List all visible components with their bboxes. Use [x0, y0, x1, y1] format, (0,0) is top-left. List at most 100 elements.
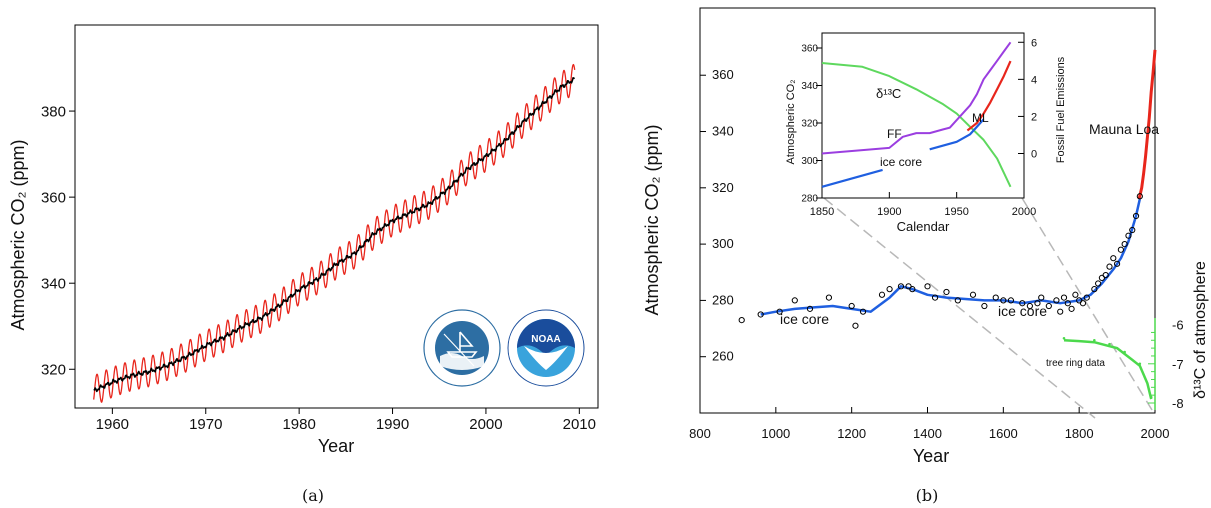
inset-mauna-loa-line [966, 60, 1012, 132]
a-xtick-label-0: 1960 [96, 416, 129, 433]
a-xtick-label-1: 1970 [189, 416, 222, 433]
ice-core-point [1079, 300, 1087, 307]
ice-core-point [806, 305, 814, 312]
inset-annotation-d13c: δ¹³C [876, 86, 901, 101]
tree-ring-point [1123, 350, 1126, 354]
panel-b-xticks: 800 1000 1200 1400 1600 1800 2000 [689, 407, 1169, 441]
i-ytick-label-1: 300 [801, 156, 818, 167]
ice-core-point [852, 322, 859, 329]
b-ytick-label-5: 360 [712, 67, 734, 82]
inset-fossil-fuel-line [821, 41, 1012, 155]
panel-a-series-layer [93, 63, 576, 403]
i-xtick-label-0: 1850 [810, 206, 834, 218]
ice-core-point [1117, 246, 1124, 253]
inset-frame [821, 32, 1025, 199]
ice-core-point [1068, 305, 1075, 312]
ice-core-point [825, 294, 833, 301]
zoom-guide-left [823, 197, 1096, 419]
annotation-ice-core-right: ice core [998, 303, 1047, 319]
inset-xlabel: Calendar [897, 219, 950, 234]
b-xtick-label-2: 1200 [837, 426, 866, 441]
ice-core-point [969, 291, 977, 298]
ice-core-point [897, 283, 905, 290]
b-xtick-label-6: 2000 [1141, 426, 1170, 441]
ice-core-point [1060, 294, 1068, 301]
panel-b-xlabel: Year [913, 446, 949, 466]
ice-core-point [1110, 255, 1117, 262]
inset-chart: 1850 1900 1950 2000 280 300 320 340 360 0 2 4 6 Ca… [785, 32, 1067, 234]
ice-core-point [1000, 297, 1007, 304]
a-ytick-label-0: 320 [41, 362, 66, 379]
panel-b-caption: (b) [916, 486, 939, 505]
trend-co2-line [93, 77, 575, 393]
panel-a: 1960 1970 1980 1990 2000 2010 320 340 360 380 Ye… [8, 24, 599, 505]
a-xtick-label-4: 2000 [469, 416, 502, 433]
tree-ring-point [1093, 338, 1096, 342]
annotation-tree-ring: tree ring data [1046, 358, 1105, 369]
ice-core-point [1053, 297, 1060, 304]
b-ytick-label-3: 320 [712, 180, 734, 195]
tree-ring-point [1138, 362, 1142, 366]
annotation-mauna-loa: Mauna Loa [1089, 121, 1159, 137]
a-ytick-label-3: 380 [41, 103, 66, 120]
ice-core-point [848, 302, 855, 310]
b-ytick-label-2: 300 [712, 236, 734, 251]
ice-core-point [981, 302, 988, 310]
b-y2tick-label-1: -7 [1172, 357, 1184, 372]
scripps-logo-icon [423, 309, 501, 387]
b-ytick-label-1: 280 [712, 292, 734, 307]
ice-core-point [1083, 294, 1090, 301]
ice-core-point [1136, 193, 1143, 200]
b-xtick-label-4: 1600 [989, 426, 1018, 441]
zoom-guide-right [1021, 197, 1153, 411]
tree-ring-d13c-line [1063, 339, 1153, 400]
b-xtick-label-3: 1400 [913, 426, 942, 441]
b-ytick-label-4: 340 [712, 124, 734, 139]
panel-b-yticks: 260 280 300 320 340 360 [700, 67, 734, 364]
ice-core-point [924, 283, 931, 290]
ice-core-point [1095, 280, 1102, 287]
ice-core-point [1057, 308, 1064, 315]
panel-a-xlabel: Year [318, 436, 354, 456]
a-ytick-label-1: 340 [41, 275, 66, 292]
panel-a-caption: (a) [302, 486, 324, 505]
panel-b: 800 1000 1200 1400 1600 1800 2000 260280300320… [642, 7, 1209, 505]
b-xtick-label-0: 800 [689, 426, 711, 441]
inset-ice-core-line [821, 168, 883, 188]
i-xtick-label-2: 1950 [944, 206, 968, 218]
ice-core-point [1102, 271, 1109, 279]
ice-core-point [1132, 212, 1140, 220]
i-y2tick-label-1: 2 [1031, 111, 1037, 123]
panel-a-yticks: 320 340 360 380 [41, 103, 75, 379]
ice-core-point [1091, 286, 1098, 293]
inset-y2ticks: 0 2 4 6 [1018, 37, 1037, 161]
a-ytick-label-2: 360 [41, 189, 66, 206]
ice-core-point [1038, 294, 1045, 301]
i-xtick-label-3: 2000 [1012, 206, 1036, 218]
ice-core-point [1064, 300, 1071, 307]
noaa-logo-text: NOAA [531, 334, 560, 345]
i-ytick-label-2: 320 [801, 119, 818, 130]
annotation-ice-core-left: ice core [780, 311, 829, 327]
ice-core-point [1072, 291, 1079, 298]
inset-annotation-ice-core: ice core [880, 155, 922, 169]
b-y2tick-label-0: -6 [1172, 318, 1184, 333]
b-xtick-label-1: 1000 [761, 426, 790, 441]
i-ytick-label-4: 360 [801, 44, 818, 55]
b-y2tick-label-2: -8 [1172, 396, 1184, 411]
ice-core-point [886, 286, 893, 293]
inset-d13c-line [821, 62, 1012, 188]
ice-core-point [859, 308, 867, 315]
a-xtick-label-5: 2010 [563, 416, 596, 433]
ice-core-point [1026, 302, 1033, 310]
ice-core-point [738, 317, 745, 324]
b-xtick-label-5: 1800 [1065, 426, 1094, 441]
tree-ring-point [1062, 336, 1066, 340]
inset-xticks: 1850 1900 1950 2000 [810, 192, 1036, 218]
i-ytick-label-3: 340 [801, 81, 818, 92]
ice-core-point [1019, 300, 1026, 307]
panel-b-y2label: δ¹³C of atmosphere [1192, 261, 1209, 399]
inset-yticks: 280 300 320 340 360 [801, 44, 822, 205]
noaa-logo-icon: NOAA [507, 309, 585, 387]
ice-core-point [1129, 226, 1136, 234]
